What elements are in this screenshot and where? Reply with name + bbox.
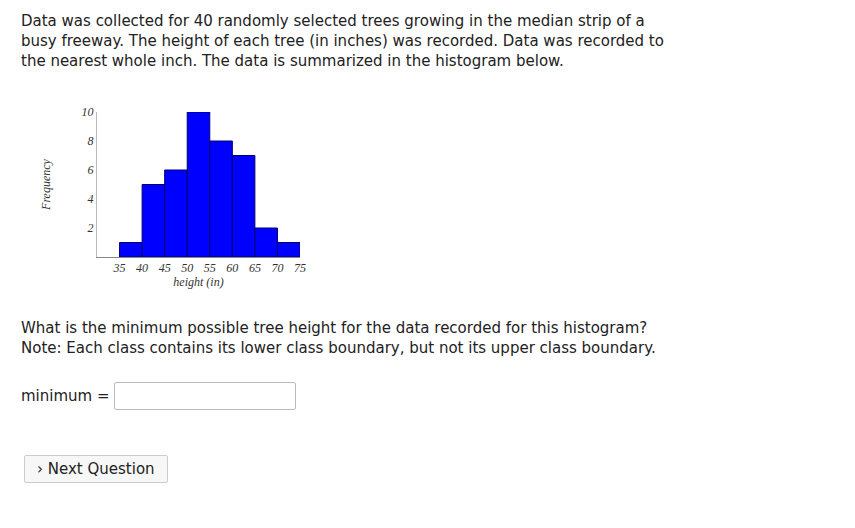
html-text:› Next Question: › Next Question bbox=[37, 460, 155, 478]
svg-text:70: 70 bbox=[271, 261, 283, 275]
svg-text:55: 55 bbox=[204, 261, 216, 275]
svg-text:65: 65 bbox=[249, 261, 261, 275]
html-text:What is the minimum possible t: What is the minimum possible tree height… bbox=[21, 319, 648, 337]
svg-text:60: 60 bbox=[226, 261, 238, 275]
svg-text:10: 10 bbox=[82, 105, 94, 119]
html-text:Data was collected for 40 rand: Data was collected for 40 randomly selec… bbox=[21, 12, 645, 30]
svg-text:2: 2 bbox=[88, 221, 94, 235]
html-text:the nearest whole inch. The da: the nearest whole inch. The data is summ… bbox=[21, 52, 564, 70]
svg-text:35: 35 bbox=[113, 261, 126, 275]
svg-text:8: 8 bbox=[88, 134, 94, 148]
svg-text:6: 6 bbox=[88, 163, 94, 177]
svg-text:height (in): height (in) bbox=[173, 275, 223, 289]
svg-text:50: 50 bbox=[181, 261, 193, 275]
html-text:Note: Each class contains its: Note: Each class contains its lower clas… bbox=[21, 339, 656, 357]
svg-text:4: 4 bbox=[88, 192, 94, 206]
svg-text:Frequency: Frequency bbox=[39, 158, 53, 211]
html-text:busy freeway. The height of ea: busy freeway. The height of each tree (i… bbox=[21, 32, 664, 50]
svg-text:45: 45 bbox=[159, 261, 171, 275]
svg-text:75: 75 bbox=[294, 261, 306, 275]
html-text:minimum =: minimum = bbox=[21, 387, 110, 405]
svg-text:40: 40 bbox=[136, 261, 148, 275]
